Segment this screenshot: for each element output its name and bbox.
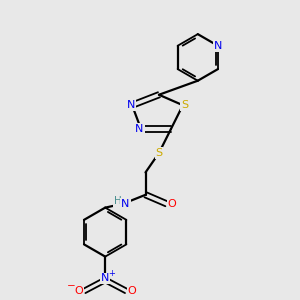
- Text: S: S: [181, 100, 188, 110]
- Text: −: −: [67, 281, 75, 292]
- Text: H: H: [114, 196, 122, 206]
- Text: N: N: [121, 199, 130, 209]
- Text: O: O: [167, 199, 176, 209]
- Text: +: +: [108, 269, 115, 278]
- Text: S: S: [155, 148, 163, 158]
- Text: N: N: [214, 41, 222, 51]
- Text: N: N: [126, 100, 135, 110]
- Text: N: N: [101, 273, 110, 284]
- Text: N: N: [135, 124, 144, 134]
- Text: O: O: [74, 286, 83, 296]
- Text: O: O: [128, 286, 136, 296]
